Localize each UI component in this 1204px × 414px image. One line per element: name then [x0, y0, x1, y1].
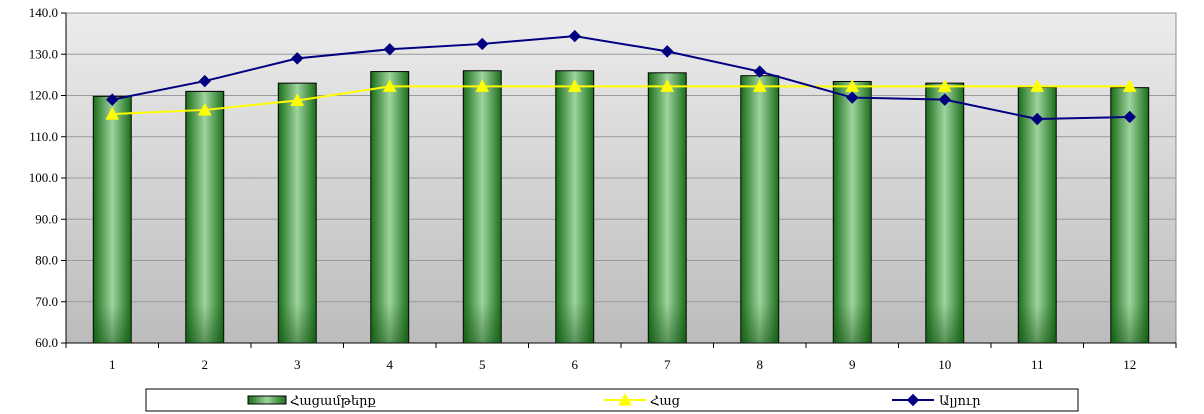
y-tick-label: 80.0 [35, 253, 58, 268]
bar-shade [740, 75, 779, 343]
bar-shade [1018, 87, 1057, 343]
y-tick-label: 110.0 [29, 129, 58, 144]
x-tick-label: 9 [849, 357, 856, 372]
y-tick-label: 90.0 [35, 211, 58, 226]
diamond-marker [106, 93, 119, 106]
diamond-marker [1031, 112, 1044, 126]
x-tick-label: 7 [664, 357, 671, 372]
bar-shade [925, 83, 964, 343]
diamond-marker [1123, 110, 1136, 124]
x-tick-label: 4 [387, 357, 394, 372]
y-tick-label: 120.0 [29, 88, 58, 103]
diamond-marker [291, 52, 304, 65]
x-tick-label: 11 [1031, 357, 1044, 372]
x-tick-label: 3 [294, 357, 301, 372]
diamond-marker [198, 74, 211, 88]
legend: Հացամթերք Հաց Ալյուր [145, 388, 1079, 412]
triangle-marker [567, 79, 582, 92]
x-tick-label: 8 [757, 357, 764, 372]
triangle-marker [660, 79, 675, 92]
x-tick-label: 6 [572, 357, 579, 372]
bar-shade [93, 96, 132, 343]
triangle-marker [290, 93, 305, 106]
bar-shade [833, 81, 872, 343]
bar-shade [278, 83, 317, 343]
y-tick-label: 130.0 [29, 46, 58, 61]
triangle-marker [1122, 79, 1137, 92]
legend-diamond-marker [906, 393, 920, 407]
diamond-marker [753, 65, 766, 78]
y-tick-label: 140.0 [29, 5, 58, 20]
y-tick-label: 60.0 [35, 335, 58, 350]
x-tick-label: 12 [1123, 357, 1136, 372]
y-axis: 60.0 70.0 80.0 90.0 100.0 110.0 120.0 130.0 140.… [29, 5, 67, 350]
bar-shade [555, 70, 594, 343]
x-tick-label: 10 [938, 357, 951, 372]
y-tick-label: 100.0 [29, 170, 58, 185]
legend-swatch-bar [247, 395, 287, 405]
triangle-marker [475, 79, 490, 92]
x-axis: 1 2 3 4 5 6 7 8 9 10 11 12 [65, 342, 1177, 372]
diamond-marker [846, 91, 859, 104]
series-line [112, 35, 1130, 121]
bar-shade [370, 71, 409, 343]
triangle-marker [197, 102, 212, 116]
diamond-marker [568, 29, 581, 43]
legend-label: Ալյուր [939, 393, 981, 408]
line-series [105, 29, 1137, 126]
diamond-marker [661, 45, 674, 58]
bar-shade [185, 91, 224, 343]
diamond-marker [383, 43, 396, 56]
triangle-marker [105, 107, 120, 120]
y-tick-label: 70.0 [35, 294, 58, 309]
triangle-marker [382, 79, 397, 92]
triangle-marker [752, 79, 767, 92]
legend-label: Հաց [650, 393, 680, 408]
x-tick-label: 2 [202, 357, 209, 372]
diamond-marker [476, 37, 489, 51]
bar-series [92, 70, 1150, 344]
bar-shade [648, 72, 687, 343]
series-line [112, 85, 1130, 116]
bar-shade [463, 70, 502, 343]
triangle-marker [1030, 79, 1045, 92]
legend-label: Հացամթերք [290, 393, 377, 408]
triangle-marker [937, 79, 952, 92]
x-tick-label: 5 [479, 357, 486, 372]
diamond-marker [938, 93, 951, 106]
x-tick-label: 1 [109, 357, 116, 372]
legend-triangle-marker [618, 392, 632, 406]
bar-shade [1110, 87, 1149, 343]
